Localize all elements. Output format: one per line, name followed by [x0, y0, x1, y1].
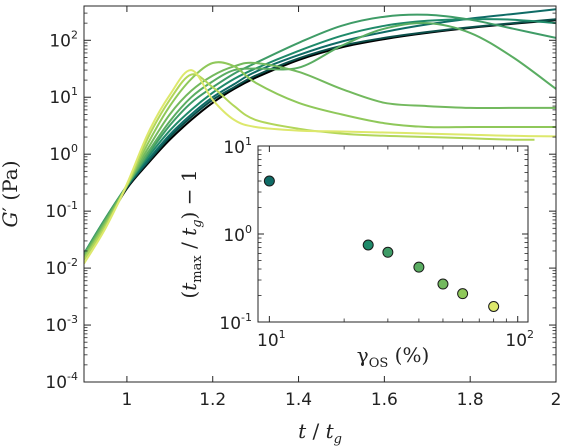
inset-data-point-1 — [263, 175, 275, 187]
x-tick-label: 1 — [121, 390, 132, 410]
inset-x-axis-label: γOS (%) — [357, 343, 430, 371]
inset-data-point-5 — [437, 278, 449, 290]
inset-y-tick-label: 101 — [223, 135, 252, 158]
inset-data-point-6 — [457, 288, 469, 300]
series-line-8 — [84, 61, 556, 259]
y-tick-label: 102 — [49, 28, 78, 51]
y-tick-label: 10-3 — [45, 313, 78, 336]
y-tick-label: 10-1 — [45, 199, 78, 222]
inset-plot-frame — [257, 145, 529, 323]
y-tick-label: 10-4 — [45, 370, 78, 393]
inset-data-point-2 — [362, 239, 374, 251]
inset-plot: 101 102 10-1 100 101 γOS (%) (tmax / tg) − 1 — [177, 135, 534, 371]
y-tick-label: 101 — [49, 85, 78, 108]
x-tick-label: 1.4 — [285, 390, 312, 410]
y-tick-label: 100 — [49, 142, 78, 165]
x-tick-label: 1.6 — [371, 390, 398, 410]
inset-data-point-7 — [488, 301, 500, 313]
inset-y-tick-label: 100 — [223, 223, 252, 246]
series-line-10 — [84, 69, 556, 265]
y-tick-label: 10-2 — [45, 256, 78, 279]
x-tick-label: 1.2 — [199, 390, 226, 410]
inset-data-point-4 — [413, 261, 425, 273]
inset-x-tick-label: 102 — [505, 328, 534, 351]
inset-data-point-3 — [382, 246, 394, 258]
series-line-9 — [84, 73, 535, 261]
y-axis-label: G′ (Pa) — [0, 161, 22, 228]
x-axis-label: t / tg — [298, 419, 342, 446]
series-line-3 — [84, 8, 556, 256]
inset-x-tick-label: 101 — [257, 328, 286, 351]
series-line-7 — [84, 61, 556, 258]
main-plot: 1 1.2 1.4 1.6 1.8 2 10-4 10-3 10-2 10-1 100 101 102 t… — [0, 5, 562, 446]
x-tick-label: 2 — [551, 390, 562, 410]
x-tick-label: 1.8 — [457, 390, 484, 410]
inset-y-axis-label: (tmax / tg) − 1 — [177, 169, 205, 298]
inset-y-tick-label: 10-1 — [219, 311, 252, 334]
